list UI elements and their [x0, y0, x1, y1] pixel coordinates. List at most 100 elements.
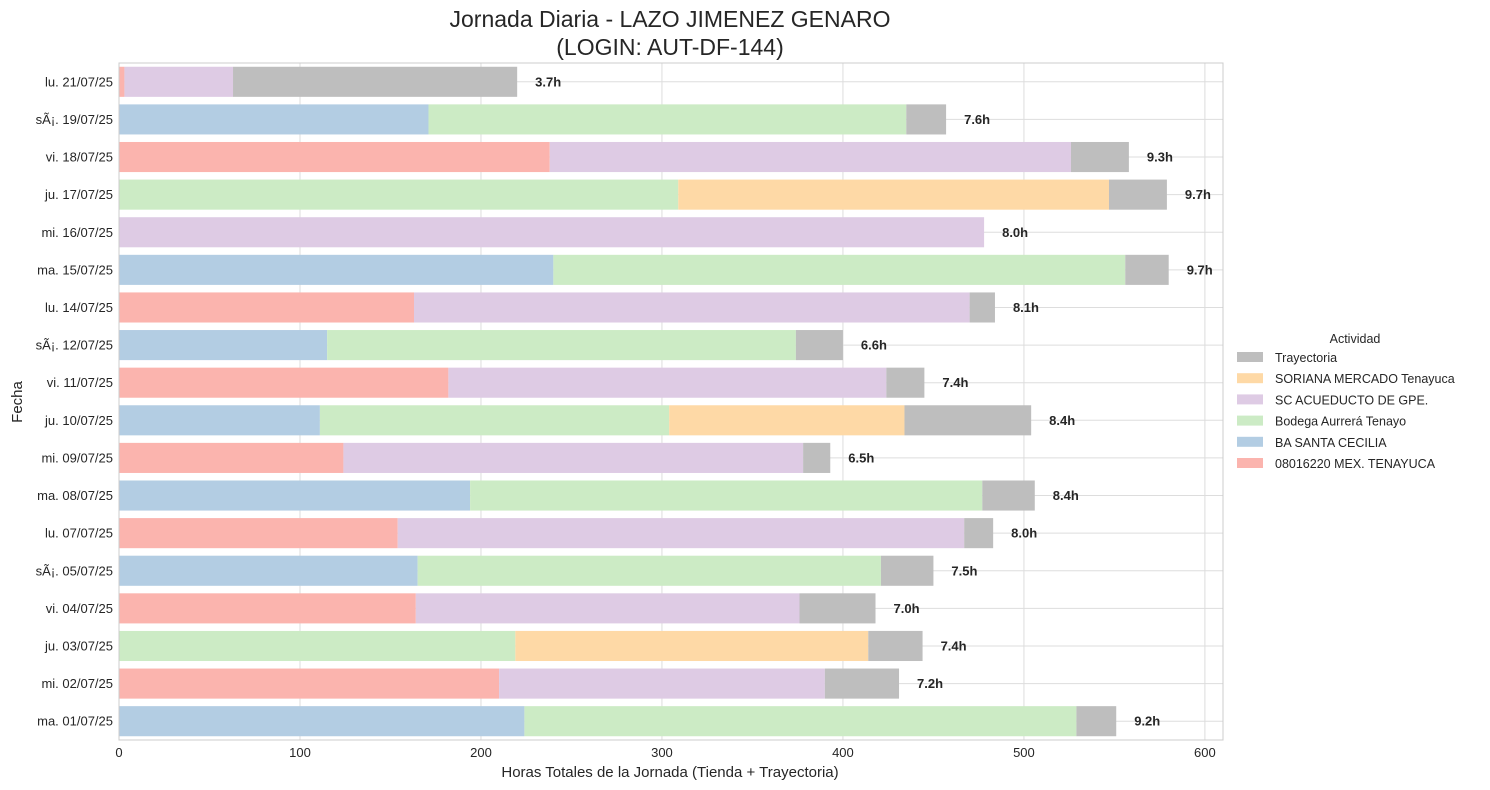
bar-total-label: 7.4h [941, 638, 967, 653]
bar-segment-ba-santa-cecilia [119, 706, 525, 737]
bar-segment-bodega-aurrera-tenayo [327, 330, 796, 361]
bar-segment-trayectoria [1125, 254, 1169, 285]
bar-total-label: 3.7h [535, 74, 561, 89]
bar-segment-trayectoria [824, 668, 900, 699]
y-tick-label: ju. 17/07/25 [44, 187, 113, 202]
x-axis-label: Horas Totales de la Jornada (Tienda + Tr… [501, 764, 838, 781]
bar-total-label: 8.4h [1053, 488, 1079, 503]
bar-segment-ba-santa-cecilia [119, 555, 418, 586]
legend-swatch-soriana-mercado-tenayuca [1237, 373, 1263, 384]
bar-total-label: 8.4h [1049, 413, 1075, 428]
x-tick-label: 0 [115, 745, 122, 760]
bar-segment-08016220-mex-tenayuca [119, 141, 550, 173]
bar-segment-ba-santa-cecilia [119, 104, 429, 135]
bar-segment-08016220-mex-tenayuca [119, 66, 125, 97]
bar-total-label: 8.0h [1011, 526, 1037, 541]
bar-segment-bodega-aurrera-tenayo [470, 480, 983, 511]
bar-segment-trayectoria [969, 292, 995, 323]
bar-segment-ba-santa-cecilia [119, 480, 471, 511]
bar-total-label: 9.7h [1185, 187, 1211, 202]
y-tick-label: ju. 03/07/25 [44, 638, 113, 653]
x-tick-label: 200 [470, 745, 492, 760]
bar-segment-sc-acueducto-de-gpe [343, 442, 804, 473]
y-tick-label: sÃ¡. 05/07/25 [36, 563, 113, 578]
bar-segment-trayectoria [1070, 141, 1129, 173]
legend-swatch-sc-acueducto-de-gpe [1237, 394, 1263, 405]
bar-segment-bodega-aurrera-tenayo [119, 179, 679, 210]
legend-title: Actividad [1330, 332, 1381, 346]
bar-total-label: 9.2h [1134, 714, 1160, 729]
bar-segment-trayectoria [904, 405, 1032, 436]
bar-segment-bodega-aurrera-tenayo [119, 630, 516, 662]
bar-segment-trayectoria [982, 480, 1035, 511]
bar-segment-08016220-mex-tenayuca [119, 668, 500, 699]
bar-total-label: 7.6h [964, 112, 990, 127]
x-tick-label: 600 [1194, 745, 1216, 760]
plot-frame [118, 62, 1224, 741]
bar-segment-trayectoria [880, 555, 934, 586]
bar-segment-trayectoria [1076, 706, 1117, 737]
bar-total-label: 7.4h [942, 375, 968, 390]
label-layer: 0 100 200 300 400 500 600 lu. 21/07/25 3.7h sÃ¡. … [36, 74, 1216, 760]
bar-total-label: 7.2h [917, 676, 943, 691]
legend-entry-trayectoria: Trayectoria [1275, 351, 1337, 365]
bar-total-label: 8.1h [1013, 300, 1039, 315]
y-tick-label: ma. 15/07/25 [37, 262, 113, 277]
chart-title: Jornada Diaria - LAZO JIMENEZ GENARO [450, 6, 891, 32]
bar-segment-sc-acueducto-de-gpe [124, 66, 234, 97]
y-tick-label: vi. 18/07/25 [46, 150, 113, 165]
legend-swatch-08016220-mex-tenayuca [1237, 458, 1263, 468]
y-tick-label: lu. 21/07/25 [45, 74, 113, 89]
bar-segment-sc-acueducto-de-gpe [415, 593, 800, 624]
bar-segment-ba-santa-cecilia [119, 330, 328, 361]
y-tick-label: ma. 01/07/25 [37, 714, 113, 729]
bar-segment-trayectoria [906, 104, 947, 135]
bar-total-label: 7.0h [894, 601, 920, 616]
legend-swatch-bodega-aurrera-tenayo [1237, 415, 1263, 426]
legend: Actividad Trayectoria SORIANA MERCADO Ten… [1237, 332, 1455, 471]
x-tick-label: 400 [832, 745, 854, 760]
bar-segment-sc-acueducto-de-gpe [448, 367, 887, 398]
y-tick-label: lu. 14/07/25 [45, 300, 113, 315]
bar-segment-bodega-aurrera-tenayo [417, 555, 881, 586]
bar-segment-sc-acueducto-de-gpe [499, 668, 825, 699]
bar-segment-trayectoria [964, 518, 994, 549]
bar-segment-trayectoria [233, 66, 518, 97]
bar-segment-soriana-mercado-tenayuca [678, 179, 1109, 210]
legend-swatch-ba-santa-cecilia [1237, 436, 1263, 447]
bar-segment-trayectoria [1108, 179, 1167, 210]
bar-segment-bodega-aurrera-tenayo [319, 405, 670, 436]
bar-segment-trayectoria [868, 630, 923, 662]
bar-segment-soriana-mercado-tenayuca [669, 405, 905, 436]
bar-segment-08016220-mex-tenayuca [119, 442, 344, 473]
bar-total-label: 6.6h [861, 338, 887, 353]
bar-segment-trayectoria [803, 442, 831, 473]
legend-swatch-trayectoria [1237, 352, 1263, 362]
bar-segment-bodega-aurrera-tenayo [553, 254, 1126, 285]
y-tick-label: vi. 04/07/25 [46, 601, 113, 616]
y-tick-label: mi. 02/07/25 [41, 676, 113, 691]
bar-segment-ba-santa-cecilia [119, 254, 554, 285]
bar-segment-trayectoria [799, 593, 876, 624]
y-tick-label: mi. 16/07/25 [41, 225, 113, 240]
bar-layer [119, 66, 1169, 737]
bar-segment-sc-acueducto-de-gpe [414, 292, 970, 323]
bar-segment-08016220-mex-tenayuca [119, 367, 449, 398]
bar-segment-08016220-mex-tenayuca [119, 292, 415, 323]
legend-entry-ba-santa-cecilia: BA SANTA CECILIA [1275, 436, 1387, 450]
y-tick-label: sÃ¡. 12/07/25 [36, 338, 113, 353]
x-tick-label: 100 [289, 745, 311, 760]
y-tick-label: lu. 07/07/25 [45, 526, 113, 541]
bar-total-label: 6.5h [848, 450, 874, 465]
bar-segment-sc-acueducto-de-gpe [549, 141, 1071, 173]
y-tick-label: mi. 09/07/25 [41, 450, 113, 465]
bar-total-label: 8.0h [1002, 225, 1028, 240]
legend-entry-bodega-aurrera-tenayo: Bodega Aurrerá Tenayo [1275, 415, 1406, 429]
legend-entry-soriana-mercado-tenayuca: SORIANA MERCADO Tenayuca [1275, 372, 1455, 386]
y-tick-label: sÃ¡. 19/07/25 [36, 112, 113, 127]
bar-segment-trayectoria [886, 367, 925, 398]
y-tick-label: ju. 10/07/25 [44, 413, 113, 428]
bar-segment-bodega-aurrera-tenayo [524, 706, 1077, 737]
